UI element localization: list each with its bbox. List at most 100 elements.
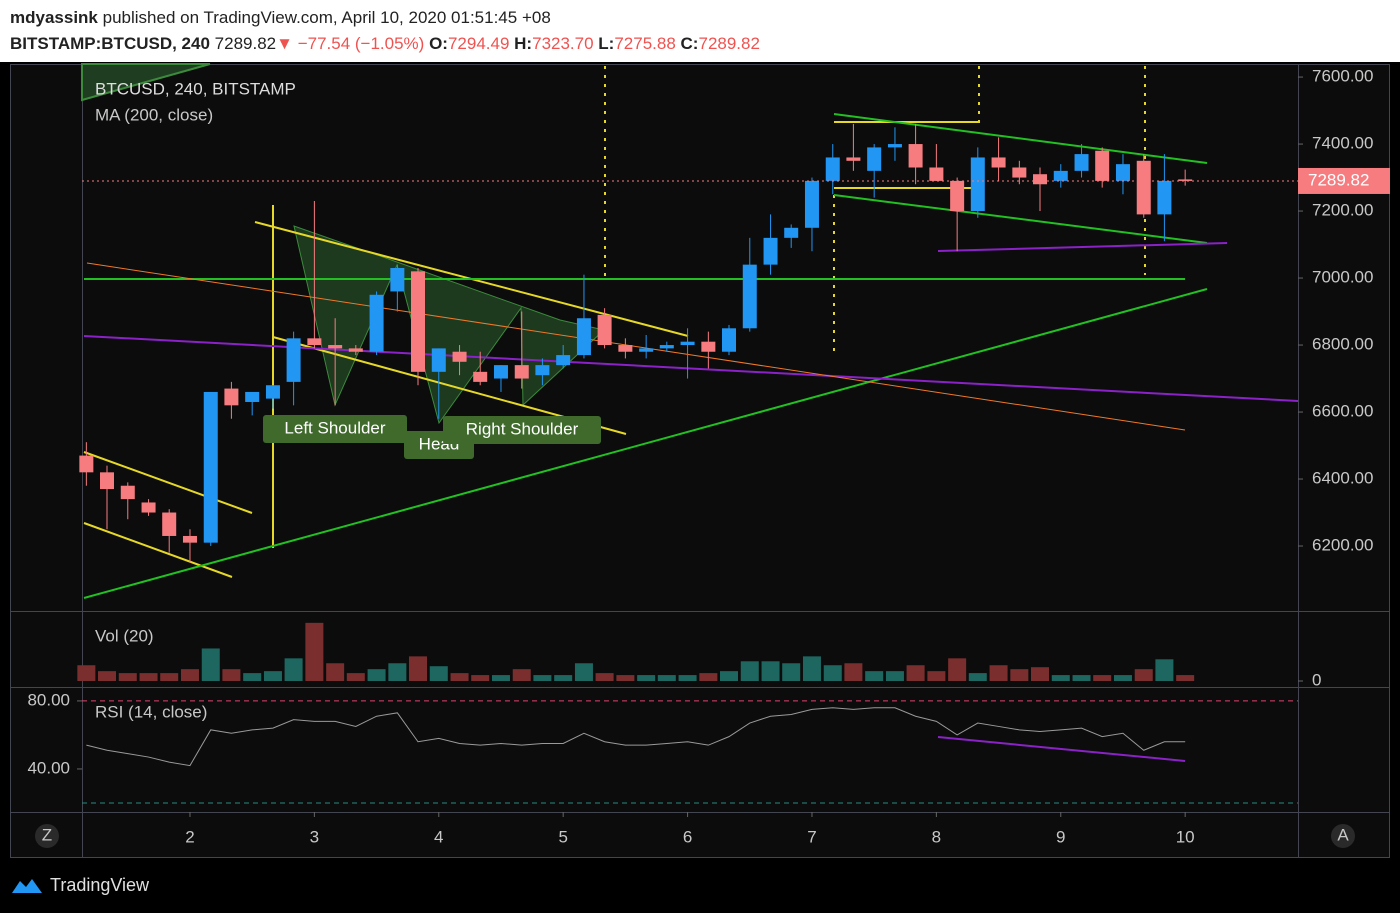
candle-body [493,365,508,379]
rsi-line [86,707,1186,767]
candle-body [721,328,736,352]
volume-bar [948,658,967,681]
y-tick-label: 6600.00 [1312,402,1373,421]
y-tick-label: 6200.00 [1312,536,1373,555]
candle-body [535,365,550,376]
z-button[interactable]: Z [42,825,52,844]
candle-body [514,365,529,379]
x-tick-label: 5 [558,827,567,846]
candle-body [369,294,384,352]
pane-title: RSI (14, close) [95,702,207,721]
x-tick-label: 10 [1176,827,1195,846]
candle-body [556,355,571,366]
y-tick-label: 80.00 [27,690,70,709]
y-tick-label: 40.00 [27,758,70,777]
volume-bar [1010,669,1029,681]
volume-bar [367,669,386,681]
arrow: ▼ [276,34,293,53]
volume-bar [1093,675,1112,681]
volume-bar [885,671,904,681]
annotation: Right Shoulder [466,419,579,438]
candle-body [411,271,426,372]
candle-body [1136,160,1151,215]
frame [10,64,1390,858]
y-tick-label: 7600.00 [1312,67,1373,86]
candle-body [929,167,944,181]
candle-body [1053,170,1068,181]
volume-bar [243,673,262,681]
volume-bar [346,673,365,681]
candle-body [1178,179,1193,181]
volume-bar [263,671,282,681]
volume-bar [201,648,220,681]
y-tick-label: 7200.00 [1312,201,1373,220]
volume-bar [574,663,593,681]
l-label: L: [598,34,615,53]
last: 7289.82 [214,34,277,53]
candle-body [659,345,674,349]
volume-bar [1134,669,1153,681]
volume-bar [326,663,345,681]
candle-body [203,391,218,543]
change: −77.54 (−1.05%) [297,34,425,53]
last-price-box [1298,167,1390,194]
l: 7275.88 [614,34,676,53]
volume-bar [98,671,117,681]
candle-body [100,472,115,490]
candle-body [431,348,446,372]
candle-body [1095,150,1110,181]
candle-body [618,345,633,352]
volume-bar [450,673,469,681]
volume-bar [823,665,842,681]
candle-body [804,180,819,228]
y-tick-label: 7000.00 [1312,268,1373,287]
candle-body [162,512,177,536]
x-tick-label: 8 [932,827,941,846]
published: published on TradingView.com, April 10, … [102,8,551,27]
h-label: H: [514,34,533,53]
volume-bar [678,675,697,681]
volume-bar [616,675,635,681]
candle-body [120,485,135,500]
volume-bar [222,669,241,681]
volume-bar [844,663,863,681]
a-button-bg[interactable] [1331,824,1355,848]
candle-body [245,391,260,402]
x-tick-label: 4 [434,827,443,846]
annotation-box [263,415,407,443]
publish-line: mdyassink published on TradingView.com, … [10,8,551,28]
candle-body [1032,174,1047,185]
volume-bar [719,671,738,681]
volume-bar [1176,675,1195,681]
candle-body [825,157,840,181]
volume-bar [1051,675,1070,681]
z-button-bg[interactable] [35,824,59,848]
h: 7323.70 [532,34,594,53]
candle-body [742,264,757,329]
volume-bar [989,665,1008,681]
brand: TradingView [50,875,150,895]
a-button[interactable]: A [1337,825,1349,844]
candle-body [141,502,156,513]
volume-bar [637,675,656,681]
candle-body [576,318,591,356]
x-tick-label: 2 [185,827,194,846]
volume-bar [512,669,531,681]
volume-bar [699,673,718,681]
pane-title: BTCUSD, 240, BITSTAMP [95,79,296,98]
candle-body [887,144,902,148]
volume-bar [782,663,801,681]
volume-bar [1072,675,1091,681]
volume-bar [429,666,448,681]
volume-bar [118,673,137,681]
volume-bar [533,675,552,681]
candle-body [390,267,405,292]
candle-body [328,345,343,349]
y-tick-label: 0 [1312,670,1321,689]
volume-bar [906,665,925,681]
logo [12,879,42,893]
candle-body [867,147,882,171]
y-tick-label: 7400.00 [1312,134,1373,153]
